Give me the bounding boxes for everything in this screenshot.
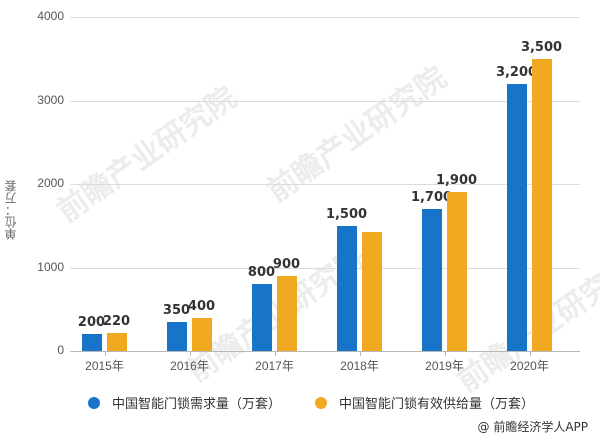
x-tick-label: 2020年 <box>510 359 549 373</box>
x-tick <box>274 351 276 356</box>
x-axis-line <box>70 351 580 352</box>
x-tick <box>189 351 191 356</box>
legend-item-supply[interactable]: 中国智能门锁有效供给量（万套） <box>315 393 534 412</box>
bar-demand-2019年[interactable] <box>421 209 442 351</box>
data-label: 800 <box>247 265 276 281</box>
legend-dot-supply-icon <box>315 396 328 409</box>
data-label: 1,700 <box>410 190 453 206</box>
legend: 中国智能门锁需求量（万套） 中国智能门锁有效供给量（万套） <box>88 393 568 412</box>
legend-dot-demand-icon <box>88 396 100 409</box>
y-tick-label: 3000 <box>37 92 64 107</box>
x-tick-label: 2017年 <box>255 359 294 373</box>
x-tick-label: 2016年 <box>170 359 209 373</box>
data-label: 200 <box>77 315 106 331</box>
y-tick-label: 1000 <box>37 259 64 274</box>
x-tick <box>529 351 531 356</box>
bar-demand-2018年[interactable] <box>336 225 357 351</box>
y-axis-label: 单位：万套 <box>4 180 18 240</box>
data-label: 1,500 <box>325 206 368 222</box>
source-credit: @ 前瞻经济学人APP <box>477 420 589 434</box>
bar-demand-2020年[interactable] <box>506 83 527 351</box>
data-label: 1,900 <box>435 173 478 189</box>
watermark: 前瞻产业研究院 <box>260 60 454 210</box>
data-label: 400 <box>187 298 216 314</box>
gridline <box>70 184 580 185</box>
bar-demand-2016年[interactable] <box>166 321 187 351</box>
y-tick-label: 0 <box>57 343 64 357</box>
x-tick <box>104 351 106 356</box>
x-tick-label: 2019年 <box>425 359 464 373</box>
bar-demand-2015年[interactable] <box>81 334 102 351</box>
y-tick-label: 2000 <box>37 176 64 190</box>
bar-supply-2016年[interactable] <box>191 317 212 351</box>
x-tick <box>444 351 446 356</box>
legend-label-demand: 中国智能门锁需求量（万套） <box>112 397 282 412</box>
legend-label-supply: 中国智能门锁有效供给量（万套） <box>339 397 535 412</box>
data-label: 220 <box>102 313 131 329</box>
bar-demand-2017年[interactable] <box>251 284 272 351</box>
bar-supply-2015年[interactable] <box>106 332 127 351</box>
watermark: 前瞻产业研究院 <box>50 80 244 230</box>
bar-supply-2019年[interactable] <box>446 192 467 351</box>
data-label: 3,200 <box>495 64 538 80</box>
gridline <box>70 267 580 269</box>
data-label: 350 <box>162 302 191 318</box>
legend-item-demand[interactable]: 中国智能门锁需求量（万套） <box>88 393 281 412</box>
gridline <box>70 17 580 18</box>
x-tick <box>359 351 361 356</box>
y-tick-label: 4000 <box>37 9 64 23</box>
bar-supply-2017年[interactable] <box>276 275 297 351</box>
data-label: 3,500 <box>520 39 563 55</box>
data-label: 900 <box>272 256 301 272</box>
x-tick-label: 2018年 <box>340 359 379 373</box>
x-tick-label: 2015年 <box>85 359 124 373</box>
bar-supply-2018年[interactable] <box>361 232 382 351</box>
gridline <box>70 100 580 102</box>
bar-supply-2020年[interactable] <box>531 58 552 351</box>
